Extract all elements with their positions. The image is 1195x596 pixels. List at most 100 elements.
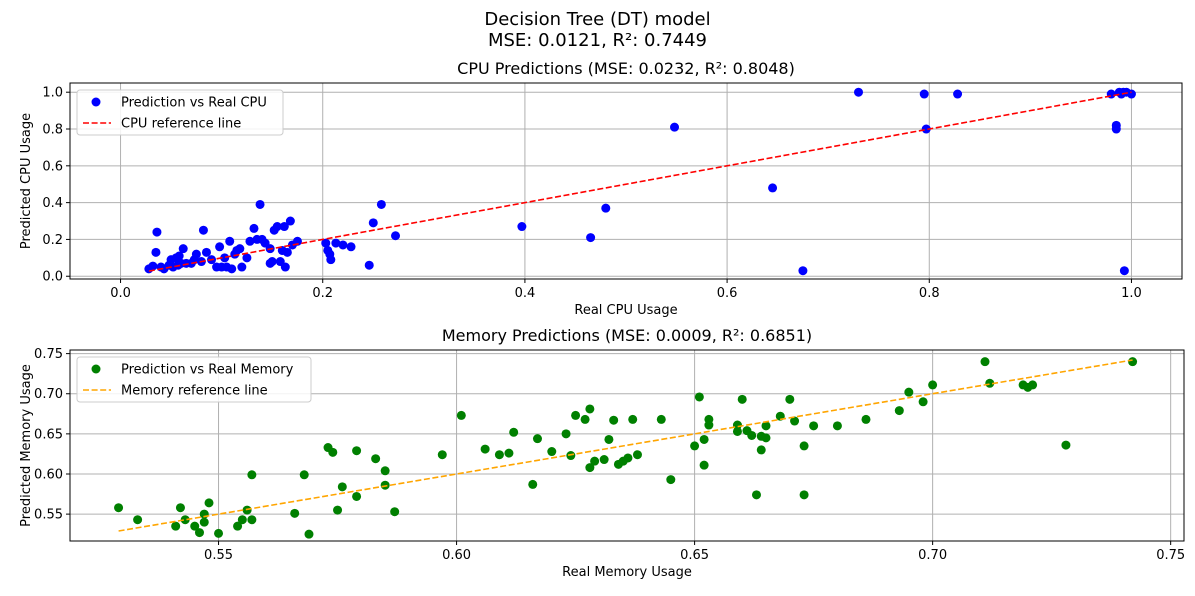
y-tick-label: 0.75 [34, 347, 63, 362]
data-point [114, 503, 124, 513]
data-point [326, 255, 336, 265]
data-point [609, 415, 619, 425]
data-point [854, 87, 864, 97]
data-point [1111, 120, 1121, 130]
data-point [304, 529, 314, 539]
data-point [352, 446, 362, 456]
data-point [747, 430, 757, 440]
data-point [670, 122, 680, 132]
reference-line [118, 359, 1133, 532]
data-point [737, 394, 747, 404]
data-point [798, 266, 808, 276]
x-tick-label: 0.65 [680, 548, 709, 563]
data-point [985, 378, 995, 388]
y-tick-label: 0.4 [42, 196, 63, 211]
data-point [247, 470, 257, 480]
data-point [337, 482, 347, 492]
data-point [1061, 440, 1071, 450]
data-point [331, 238, 341, 248]
data-point [199, 517, 209, 527]
data-point [220, 253, 230, 263]
data-point [732, 420, 742, 430]
data-point [346, 242, 356, 252]
data-point [656, 414, 666, 424]
data-point [214, 528, 224, 538]
data-point [174, 251, 184, 261]
figure-subtitle: MSE: 0.0121, R²: 0.7449 [487, 30, 708, 51]
data-point [227, 264, 237, 274]
data-point [1119, 266, 1129, 276]
data-point [585, 404, 595, 414]
x-tick-label: 0.0 [110, 286, 131, 301]
data-point [380, 480, 390, 490]
data-point [517, 222, 527, 232]
data-point [290, 508, 300, 518]
data-point [509, 427, 519, 437]
data-point [151, 247, 161, 257]
chart-1: CPU Predictions (MSE: 0.0232, R²: 0.8048… [19, 59, 1183, 318]
data-point [1126, 89, 1136, 99]
data-point [255, 199, 265, 209]
y-tick-label: 1.0 [42, 86, 63, 101]
data-point [245, 236, 255, 246]
data-point [190, 521, 200, 531]
x-tick-label: 0.55 [204, 548, 233, 563]
data-point [194, 528, 204, 538]
y-tick-label: 0.65 [34, 427, 63, 442]
data-point [601, 203, 611, 213]
y-tick-label: 0.55 [34, 508, 63, 523]
data-point [799, 490, 809, 500]
chart-title: Memory Predictions (MSE: 0.0009, R²: 0.6… [442, 326, 812, 345]
x-axis-label: Real CPU Usage [574, 303, 677, 318]
data-point [480, 444, 490, 454]
data-point [628, 414, 638, 424]
data-point [152, 227, 162, 237]
data-point [980, 357, 990, 367]
y-tick-label: 0.2 [42, 233, 63, 248]
data-point [178, 244, 188, 254]
y-tick-label: 0.0 [42, 270, 63, 285]
data-point [272, 222, 282, 232]
data-point [456, 410, 466, 420]
y-tick-label: 0.8 [42, 123, 63, 138]
data-point [704, 420, 714, 430]
plot-frame [69, 82, 1183, 280]
data-point [586, 233, 596, 243]
x-tick-label: 0.70 [918, 548, 947, 563]
data-point [790, 416, 800, 426]
data-point [604, 434, 614, 444]
data-point [623, 453, 633, 463]
data-point [694, 392, 704, 402]
data-point [198, 225, 208, 235]
data-point [532, 434, 542, 444]
legend-label: Prediction vs Real Memory [121, 363, 294, 378]
data-point [580, 414, 590, 424]
x-tick-label: 1.0 [1121, 286, 1142, 301]
data-point [321, 238, 331, 248]
data-point [215, 242, 225, 252]
figure-title: Decision Tree (DT) model [484, 9, 711, 30]
data-point [666, 475, 676, 485]
data-point [699, 434, 709, 444]
x-axis-label: Real Memory Usage [562, 565, 692, 580]
data-point [585, 463, 595, 473]
data-point [175, 503, 185, 513]
legend: Prediction vs Real CPU CPU reference line [76, 89, 284, 136]
data-point [148, 261, 158, 271]
plot-frame [69, 349, 1185, 542]
data-point [590, 456, 600, 466]
data-point [571, 410, 581, 420]
y-tick-label: 0.60 [34, 467, 63, 482]
data-point [699, 460, 709, 470]
data-point [904, 387, 914, 397]
x-tick-label: 0.2 [312, 286, 333, 301]
x-tick-label: 0.75 [1156, 548, 1185, 563]
data-point [921, 124, 931, 134]
data-point [751, 490, 761, 500]
data-point [690, 441, 700, 451]
data-layer [114, 357, 1138, 539]
data-layer [144, 87, 1136, 276]
data-point [237, 515, 247, 525]
data-point [352, 491, 362, 501]
